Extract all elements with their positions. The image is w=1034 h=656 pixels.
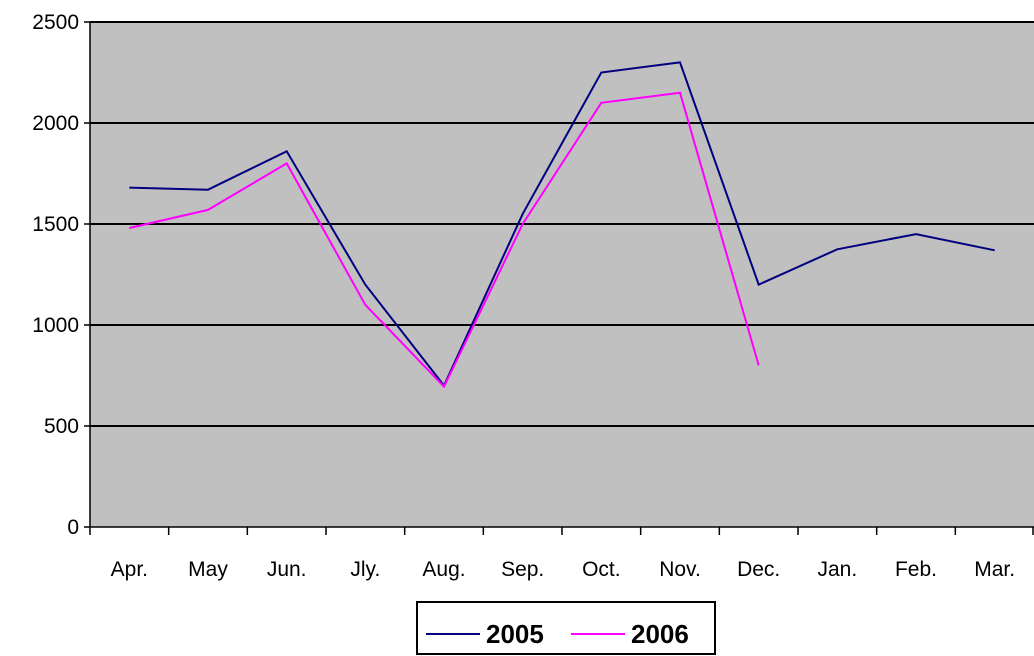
y-tick-label: 1500: [32, 213, 79, 236]
x-tick-label: Jun.: [267, 558, 307, 581]
y-tick-label: 0: [67, 516, 79, 539]
series-lines: [129, 61, 995, 389]
legend-label-2006: 2006: [631, 619, 689, 649]
legend-label-2005: 2005: [486, 619, 544, 649]
x-axis-ticks: Apr. May Jun. Jly. Aug. Sep. Oct. Nov. Dec. Jan. F…: [89, 527, 1034, 581]
y-axis-ticks: 0 500 1000 1500 2000 2500: [32, 11, 90, 539]
x-tick-label: May: [188, 558, 228, 581]
legend-box: [416, 601, 716, 655]
x-tick-label: Dec.: [737, 558, 780, 581]
x-tick-label: Mar.: [974, 558, 1015, 581]
x-tick-label: Oct.: [582, 558, 621, 581]
x-tick-label: Jan.: [817, 558, 857, 581]
legend: 2005 2006: [416, 601, 716, 655]
series-line-2005: [129, 61, 995, 388]
x-tick-label: Sep.: [501, 558, 544, 581]
x-tick-label: Nov.: [659, 558, 701, 581]
y-tick-label: 1000: [32, 314, 79, 337]
x-tick-label: Aug.: [422, 558, 465, 581]
x-tick-label: Jly.: [350, 558, 380, 581]
gridlines: [90, 21, 1034, 427]
y-tick-label: 500: [44, 415, 79, 438]
y-tick-label: 2500: [32, 11, 79, 34]
plot-area: [90, 22, 1034, 527]
y-tick-label: 2000: [32, 112, 79, 135]
x-tick-label: Feb.: [895, 558, 937, 581]
x-tick-label: Apr.: [111, 558, 148, 581]
